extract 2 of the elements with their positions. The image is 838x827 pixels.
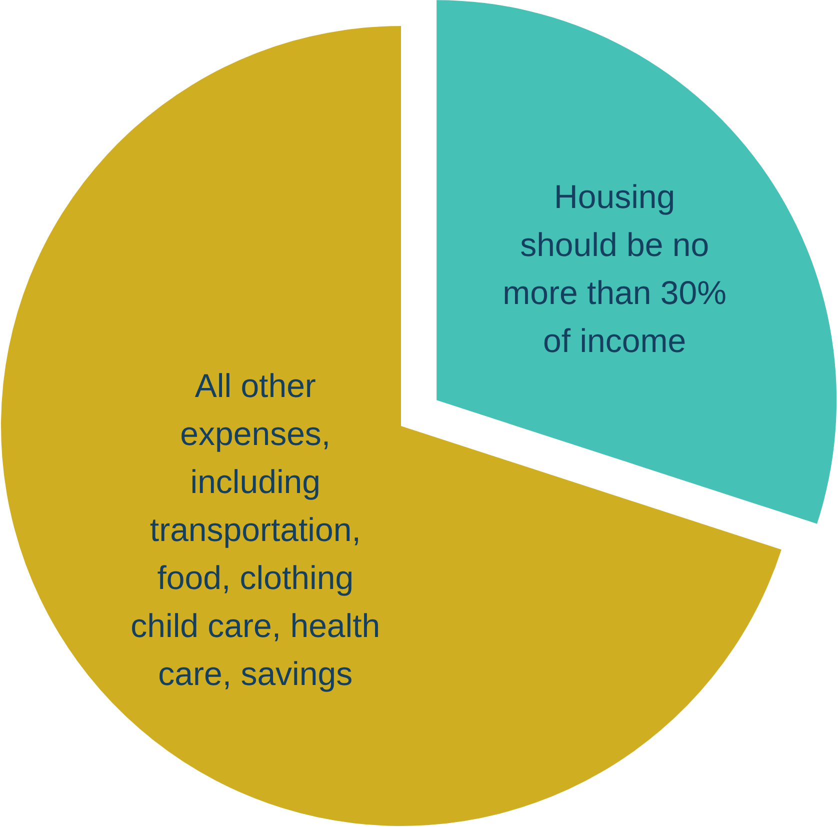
slice-label: Housing should be no more than 30% of income: [502, 178, 726, 359]
slice-label: All other expenses, including transportation, food, clothing child care, health care, savings: [130, 366, 380, 692]
